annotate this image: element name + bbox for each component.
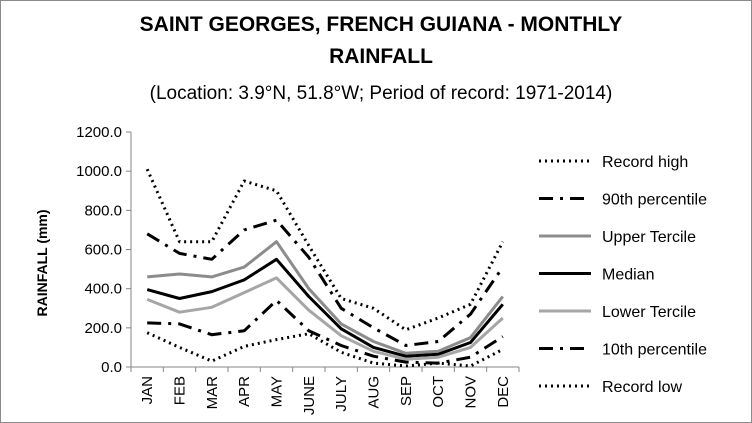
x-tick-label: JAN <box>139 376 156 404</box>
series-line-2 <box>147 240 504 355</box>
y-tick-label: 800.0 <box>84 202 122 219</box>
series-line-6 <box>146 331 504 368</box>
series-lines <box>145 168 505 368</box>
x-tick-label: SEP <box>398 376 415 406</box>
legend-label-0: Record high <box>602 154 688 171</box>
x-tick-label: MAR <box>204 376 221 410</box>
y-tick-label: 1200.0 <box>76 124 122 141</box>
x-tick-label: APR <box>236 376 253 407</box>
x-tick-labels: JAN FEB MAR APR MAY JUNE JULY AUG SEP OCT NOV DEC <box>139 376 512 415</box>
legend-label-3: Median <box>602 267 654 284</box>
series-line-3 <box>146 257 504 358</box>
x-tick-label: JULY <box>333 376 350 412</box>
legend-label-2: Upper Tercile <box>602 229 696 246</box>
x-tick-label: DEC <box>495 376 512 408</box>
x-tick-label: MAY <box>269 376 286 407</box>
legend-label-1: 90th percentile <box>602 192 707 209</box>
x-tick-label: AUG <box>366 376 383 409</box>
chart-title-line2: RAINFALL <box>329 45 433 68</box>
x-tick-label: OCT <box>430 376 447 408</box>
chart-title-line1: SAINT GEORGES, FRENCH GUIANA - MONTHLY <box>140 13 623 36</box>
y-tick-label: 600.0 <box>84 242 122 259</box>
series-line-4 <box>146 276 504 361</box>
x-tick-label: NOV <box>463 376 480 409</box>
y-tick-label: 400.0 <box>84 281 122 298</box>
legend: Record high 90th percentile Upper Tercile M… <box>539 154 707 396</box>
x-tick-label: JUNE <box>301 376 318 415</box>
y-tick-labels: 0.0 200.0 400.0 600.0 800.0 1000.0 1200.0 <box>76 124 122 376</box>
chart-subtitle: (Location: 3.9°N, 51.8°W; Period of reco… <box>150 83 613 104</box>
axes <box>126 131 520 372</box>
legend-label-6: Record low <box>602 379 682 396</box>
y-tick-label: 1000.0 <box>76 163 122 180</box>
legend-label-4: Lower Tercile <box>602 304 696 321</box>
series-line-1 <box>146 218 505 347</box>
y-tick-label: 0.0 <box>101 359 122 376</box>
legend-label-5: 10th percentile <box>602 342 707 359</box>
x-tick-label: FEB <box>172 376 189 405</box>
y-tick-label: 200.0 <box>84 320 122 337</box>
y-axis-label: RAINFALL (mm) <box>34 209 50 316</box>
